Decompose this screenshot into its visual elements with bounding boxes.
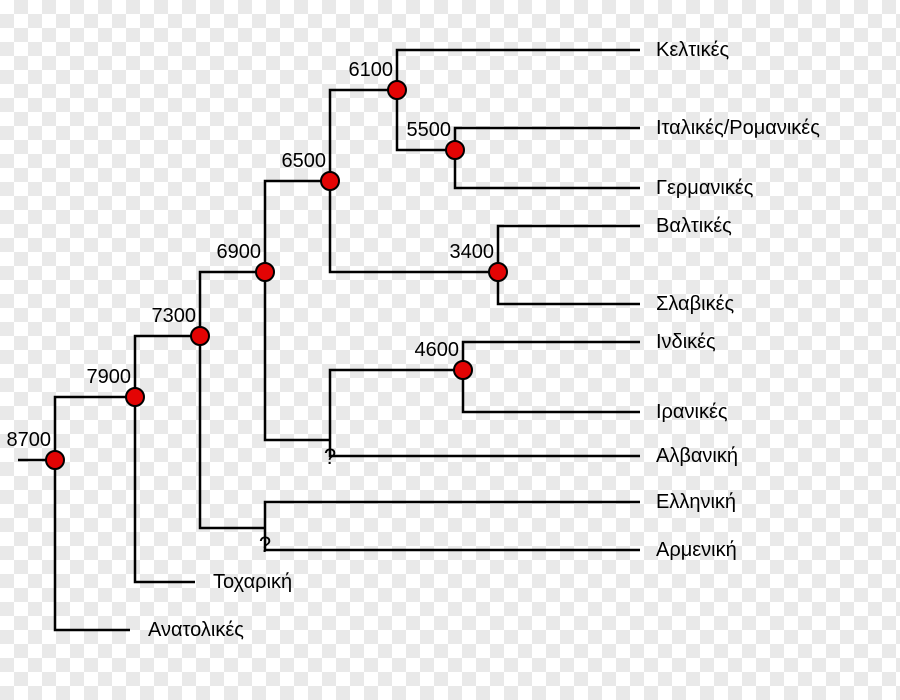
leaf-label-baltic: Βαλτικές <box>656 215 732 237</box>
branch <box>55 460 130 630</box>
date-label: 7900 <box>87 366 132 388</box>
split-node <box>454 361 472 379</box>
leaf-label-iranian: Ιρανικές <box>656 401 728 423</box>
split-node <box>126 388 144 406</box>
branch <box>55 397 135 460</box>
branch <box>397 50 640 90</box>
leaf-label-indic: Ινδικές <box>656 331 716 353</box>
split-node <box>191 327 209 345</box>
leaf-label-celtic: Κελτικές <box>656 39 730 61</box>
question-mark: ? <box>259 532 271 557</box>
branch <box>265 181 330 272</box>
branch <box>200 336 265 528</box>
split-node <box>321 172 339 190</box>
question-mark: ? <box>324 444 336 469</box>
leaf-label-albanian: Αλβανική <box>656 445 738 467</box>
branch <box>463 342 640 370</box>
date-label: 4600 <box>415 339 460 361</box>
date-label: 3400 <box>450 241 495 263</box>
date-label: 8700 <box>7 429 52 451</box>
question-mark-labels: ?? <box>259 444 336 557</box>
leaf-label-slavic: Σλαβικές <box>656 293 734 315</box>
leaf-label-tocharian: Τοχαρική <box>213 571 292 593</box>
tree-edges <box>18 50 640 630</box>
branch <box>330 440 640 456</box>
branch <box>135 397 195 582</box>
date-label: 7300 <box>152 305 197 327</box>
leaf-label-greek: Ελληνική <box>656 491 736 513</box>
leaf-label-armenian: Αρμενική <box>656 539 737 561</box>
branch <box>463 370 640 412</box>
branch <box>265 502 640 528</box>
branch <box>265 272 330 440</box>
branch <box>455 150 640 188</box>
date-label: 6900 <box>217 241 262 263</box>
leaf-labels: Κελτικές Ιταλικές/Ρομανικές Γερμανικές Βαλτ… <box>656 39 820 561</box>
branch <box>200 272 265 336</box>
branch <box>330 370 463 440</box>
branch <box>498 272 640 304</box>
branch <box>265 528 640 550</box>
split-node <box>388 81 406 99</box>
leaf-label-anatolian: Ανατολικές <box>148 619 244 641</box>
date-label: 5500 <box>407 119 452 141</box>
leaf-label-germanic: Γερμανικές <box>656 177 754 199</box>
phylogenetic-tree: 870079007300690065006100550034004600 ?? … <box>0 0 900 700</box>
split-node <box>46 451 64 469</box>
branch <box>135 336 200 397</box>
split-node <box>446 141 464 159</box>
date-label: 6100 <box>349 59 394 81</box>
branch <box>498 226 640 272</box>
date-label: 6500 <box>282 150 327 172</box>
branch <box>455 128 640 150</box>
split-node <box>489 263 507 281</box>
branch <box>330 90 397 181</box>
leaf-label-italic: Ιταλικές/Ρομανικές <box>656 117 820 139</box>
node-date-labels: 8700 7900 7300 6900 6500 6100 5500 3400 4600 <box>7 59 495 451</box>
split-node <box>256 263 274 281</box>
